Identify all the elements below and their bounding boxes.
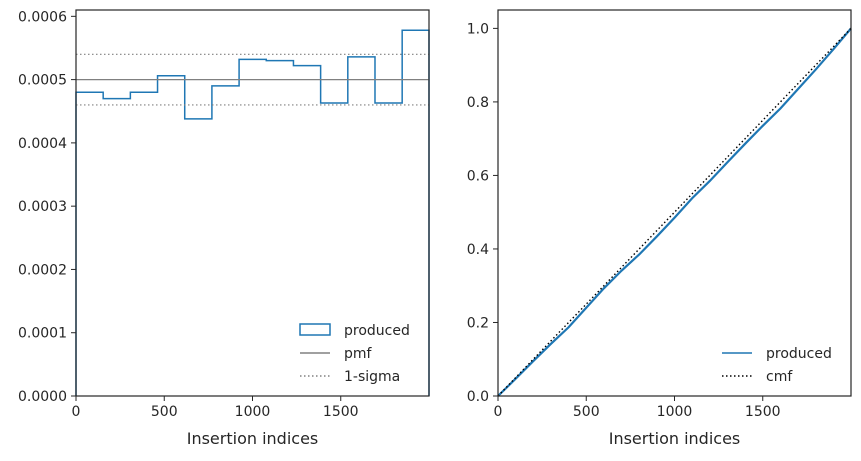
x-axis-label: Insertion indices <box>187 429 319 448</box>
legend-label-produced: produced <box>344 323 410 339</box>
x-tick-label: 0 <box>494 404 503 420</box>
x-tick-label: 1500 <box>745 404 781 420</box>
x-tick-label: 1500 <box>323 404 359 420</box>
axes-frame <box>497 9 852 397</box>
series-cmf-line <box>497 27 852 397</box>
legend-label-pmf: pmf <box>344 346 373 362</box>
cdf-panel: 0 500 1000 1500 0.0 0.2 0.4 0.6 0.8 1.0 Insertion … <box>467 9 852 448</box>
y-tick-label: 0.4 <box>467 242 489 258</box>
legend-label-produced: produced <box>766 346 832 362</box>
series-produced-line <box>497 27 852 397</box>
x-tick-label: 500 <box>573 404 600 420</box>
legend-swatch-produced <box>299 323 331 336</box>
series-produced-step <box>75 29 430 396</box>
y-tick-label: 0.6 <box>467 168 489 184</box>
x-tick-label: 500 <box>151 404 178 420</box>
y-tick-label: 0.8 <box>467 95 489 111</box>
y-tick-label: 0.0003 <box>18 199 67 215</box>
y-tick-label: 0.0006 <box>18 9 67 25</box>
y-tick-label: 0.0000 <box>18 389 67 405</box>
x-tick-label: 1000 <box>235 404 271 420</box>
y-tick-label: 0.0001 <box>18 326 67 342</box>
x-tick-label: 0 <box>72 404 81 420</box>
histogram-panel: 0 500 1000 1500 0.0000 0.0001 0.0002 0.0003 0.00… <box>18 9 430 448</box>
x-tick-label: 1000 <box>657 404 693 420</box>
y-tick-label: 1.0 <box>467 21 489 37</box>
y-tick-label: 0.0 <box>467 389 489 405</box>
x-axis-label: Insertion indices <box>609 429 741 448</box>
y-tick-label: 0.0004 <box>18 136 67 152</box>
legend-label-cmf: cmf <box>766 369 793 385</box>
legend-label-1-sigma: 1-sigma <box>344 369 400 385</box>
y-tick-label: 0.0005 <box>18 73 67 89</box>
y-tick-label: 0.0002 <box>18 262 67 278</box>
y-tick-label: 0.2 <box>467 315 489 331</box>
